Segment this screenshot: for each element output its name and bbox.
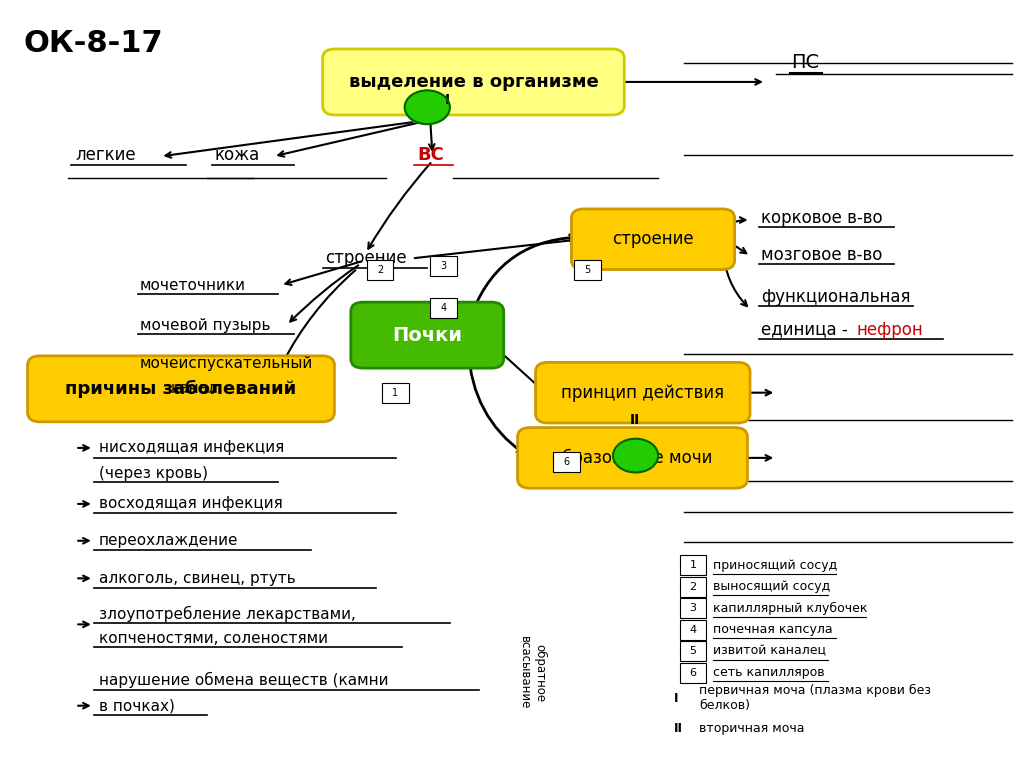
FancyBboxPatch shape: [518, 427, 747, 488]
Text: ПС: ПС: [791, 53, 820, 72]
Circle shape: [613, 439, 659, 473]
FancyBboxPatch shape: [351, 302, 504, 368]
Text: Почки: Почки: [392, 326, 462, 345]
Text: 2: 2: [377, 265, 383, 275]
Circle shape: [404, 90, 450, 124]
Text: единица -: единица -: [760, 321, 853, 339]
Text: легкие: легкие: [75, 146, 136, 164]
FancyBboxPatch shape: [680, 555, 706, 575]
Text: 4: 4: [440, 303, 447, 313]
Text: корковое в-во: корковое в-во: [760, 209, 883, 226]
Text: ВС: ВС: [417, 146, 443, 164]
Text: 5: 5: [689, 646, 697, 656]
Text: выделение в организме: выделение в организме: [349, 73, 598, 91]
Text: извитой каналец: извитой каналец: [712, 644, 825, 658]
Text: 5: 5: [584, 265, 591, 275]
Text: I: I: [674, 691, 678, 705]
Text: канал: канал: [171, 381, 218, 397]
FancyBboxPatch shape: [680, 663, 706, 683]
FancyBboxPatch shape: [28, 356, 334, 422]
Text: нисходящая инфекция: нисходящая инфекция: [99, 440, 284, 455]
Text: 6: 6: [564, 457, 570, 467]
Text: мочеиспускательный: мочеиспускательный: [140, 356, 313, 371]
Text: I: I: [446, 92, 451, 106]
Text: ОК-8-17: ОК-8-17: [24, 29, 164, 58]
Text: злоупотребление лекарствами,: злоупотребление лекарствами,: [99, 605, 356, 621]
Text: 3: 3: [689, 603, 697, 613]
FancyBboxPatch shape: [430, 256, 457, 276]
Text: нарушение обмена веществ (камни: нарушение обмена веществ (камни: [99, 672, 388, 688]
FancyBboxPatch shape: [323, 49, 625, 115]
Text: принцип действия: принцип действия: [561, 383, 724, 402]
Text: в почках): в почках): [99, 698, 175, 713]
Text: 4: 4: [689, 624, 697, 634]
Text: 6: 6: [689, 668, 697, 678]
Text: почечная капсула: почечная капсула: [712, 623, 832, 636]
Text: сеть капилляров: сеть капилляров: [712, 666, 824, 679]
FancyBboxPatch shape: [571, 209, 735, 270]
Text: строение: строение: [324, 249, 406, 267]
Text: строение: строение: [612, 230, 694, 248]
Text: 2: 2: [689, 582, 697, 592]
Text: 3: 3: [440, 261, 447, 271]
FancyBboxPatch shape: [680, 577, 706, 597]
Text: копченостями, соленостями: копченостями, соленостями: [99, 631, 328, 646]
Text: функциональная: функциональная: [760, 288, 911, 306]
Text: образование мочи: образование мочи: [553, 449, 713, 467]
FancyBboxPatch shape: [680, 641, 706, 661]
Text: (через кровь): (через кровь): [99, 466, 208, 480]
Text: мозговое в-во: мозговое в-во: [760, 246, 882, 263]
Text: выносящий сосуд: выносящий сосуд: [712, 581, 829, 593]
FancyBboxPatch shape: [382, 383, 409, 403]
FancyBboxPatch shape: [535, 363, 750, 423]
Text: причины заболеваний: причины заболеваний: [66, 380, 296, 398]
FancyBboxPatch shape: [366, 260, 393, 280]
FancyBboxPatch shape: [430, 298, 457, 318]
Text: переохлаждение: переохлаждение: [99, 534, 239, 548]
Text: вторичная моча: вторичная моча: [700, 722, 805, 735]
FancyBboxPatch shape: [574, 260, 601, 280]
FancyBboxPatch shape: [680, 620, 706, 640]
Text: алкоголь, свинец, ртуть: алкоголь, свинец, ртуть: [99, 571, 295, 586]
Text: капиллярный клубочек: капиллярный клубочек: [712, 601, 867, 614]
Text: 1: 1: [689, 561, 697, 571]
FancyBboxPatch shape: [680, 598, 706, 618]
Text: первичная моча (плазма крови без
белков): первичная моча (плазма крови без белков): [700, 684, 931, 712]
Text: 1: 1: [392, 387, 398, 397]
Text: мочевой пузырь: мочевой пузырь: [140, 318, 271, 333]
Text: мочеточники: мочеточники: [140, 278, 246, 293]
Text: обратное
всасывание: обратное всасывание: [518, 636, 546, 709]
Text: восходящая инфекция: восходящая инфекция: [99, 497, 283, 511]
Text: приносящий сосуд: приносящий сосуд: [712, 559, 837, 572]
Text: II: II: [674, 722, 682, 735]
Text: кожа: кожа: [215, 146, 260, 164]
Text: нефрон: нефрон: [856, 321, 923, 339]
FancyBboxPatch shape: [554, 452, 580, 472]
Text: II: II: [630, 413, 640, 427]
